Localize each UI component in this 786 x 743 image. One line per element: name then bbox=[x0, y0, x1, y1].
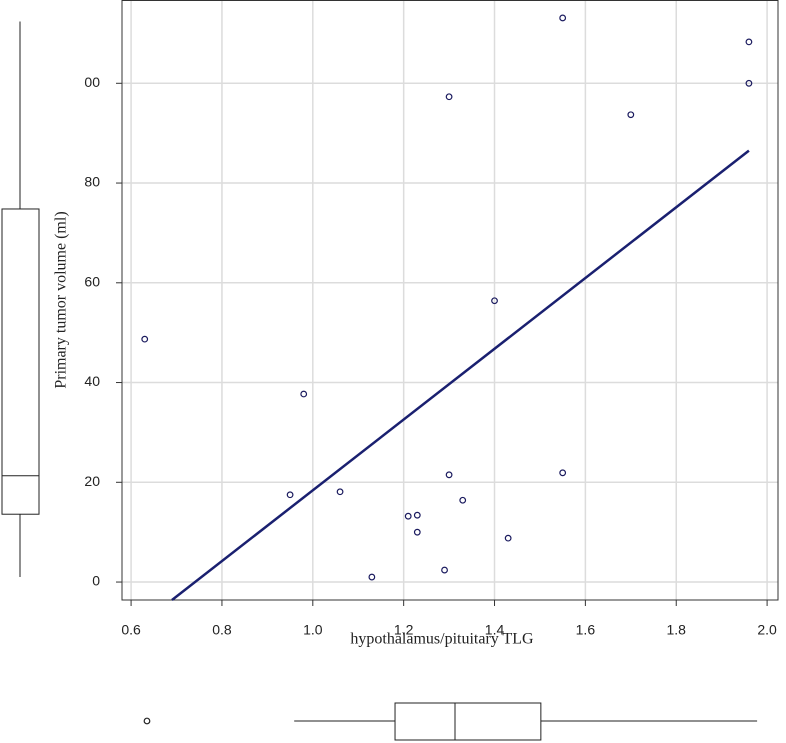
data-point bbox=[404, 512, 412, 520]
x-tick-label: 0.6 bbox=[121, 622, 141, 638]
box bbox=[1, 208, 40, 515]
y-tick-label: 80 bbox=[84, 174, 100, 190]
plot-frame bbox=[121, 0, 779, 601]
y-tick-label: 40 bbox=[84, 373, 100, 389]
data-point bbox=[445, 93, 453, 101]
x-tick-label: 0.8 bbox=[212, 622, 232, 638]
data-point bbox=[459, 496, 467, 504]
x-axis-label: hypothalamus/pituitary TLG bbox=[350, 631, 534, 648]
data-point bbox=[336, 488, 344, 496]
outlier bbox=[143, 717, 151, 725]
data-point bbox=[441, 566, 448, 574]
data-point bbox=[368, 573, 376, 581]
x-tick-label: 1.6 bbox=[576, 622, 596, 638]
x-tick-label: 1.4 bbox=[485, 622, 505, 638]
x-tick-label: 1.8 bbox=[667, 622, 687, 638]
y-tick-label: 0 bbox=[92, 573, 100, 589]
data-point bbox=[413, 528, 421, 536]
data-point bbox=[286, 491, 294, 499]
regression-line bbox=[171, 149, 750, 601]
data-point bbox=[300, 390, 308, 398]
data-point bbox=[504, 534, 512, 542]
data-point bbox=[559, 469, 567, 477]
x-tick-label: 1.2 bbox=[394, 622, 414, 638]
y-tick-label: 00 bbox=[84, 74, 100, 90]
data-point bbox=[559, 14, 567, 22]
data-point bbox=[745, 79, 753, 87]
box bbox=[394, 702, 542, 741]
x-tick-label: 2.0 bbox=[757, 622, 777, 638]
y-tick-label: 20 bbox=[84, 473, 100, 489]
data-point bbox=[627, 111, 635, 119]
y-tick-label: 60 bbox=[84, 273, 100, 289]
data-point bbox=[445, 471, 453, 479]
data-point bbox=[413, 511, 421, 519]
data-point bbox=[491, 297, 498, 305]
y-axis-label: Primary tumor volume (ml) bbox=[53, 211, 70, 388]
x-tick-label: 1.0 bbox=[303, 622, 323, 638]
data-point bbox=[745, 38, 753, 46]
data-point bbox=[141, 335, 149, 343]
